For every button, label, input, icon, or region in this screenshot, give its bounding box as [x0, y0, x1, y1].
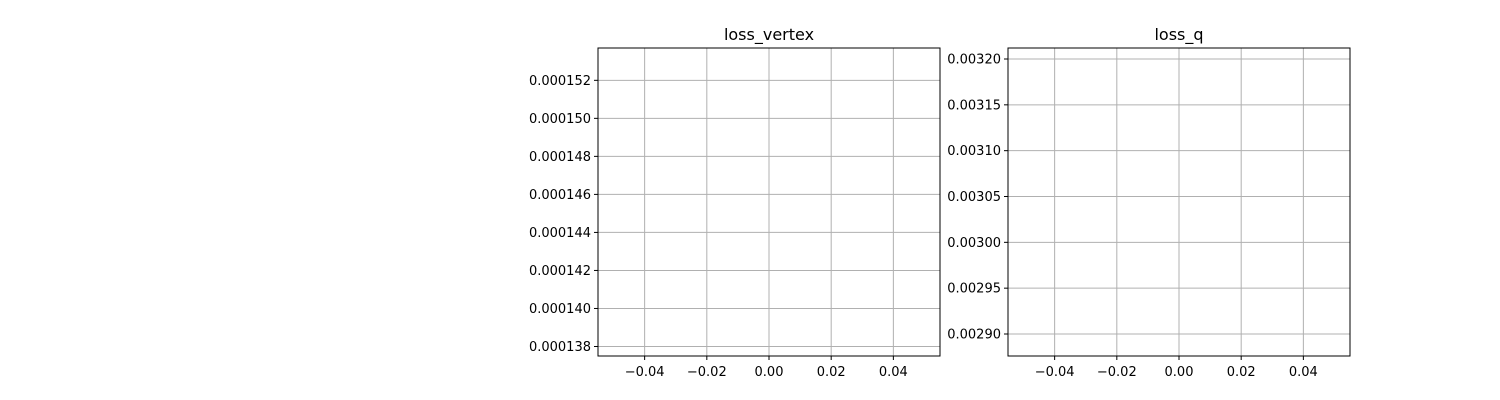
loss-vertex-x-tick-label-3: 0.02 [817, 365, 846, 380]
loss-vertex-y-tick-label-6: 0.000150 [529, 112, 591, 127]
loss-q-y-tick-label-5: 0.00315 [947, 98, 1001, 113]
loss-vertex-y-tick-label-7: 0.000152 [529, 74, 591, 89]
loss-vertex-y-tick-label-2: 0.000142 [529, 264, 591, 279]
loss-vertex-y-tick-label-3: 0.000144 [529, 226, 591, 241]
loss-q-y-tick-label-4: 0.00310 [947, 144, 1001, 159]
loss-vertex-y-tick-label-4: 0.000146 [529, 188, 591, 203]
loss-q-x-tick-label-1: −0.02 [1097, 365, 1137, 380]
loss-q-y-tick-label-1: 0.00295 [947, 282, 1001, 297]
loss-q-title: loss_q [1154, 25, 1203, 45]
loss-vertex-x-tick-label-0: −0.04 [625, 365, 665, 380]
loss-q-y-tick-label-3: 0.00305 [947, 190, 1001, 205]
loss-vertex-title: loss_vertex [724, 25, 814, 45]
loss-q-x-tick-label-0: −0.04 [1035, 365, 1075, 380]
loss-q-x-tick-label-4: 0.04 [1289, 365, 1318, 380]
loss-vertex-y-tick-label-1: 0.000140 [529, 302, 591, 317]
loss-q-y-tick-label-2: 0.00300 [947, 236, 1001, 251]
loss-vertex-axes-frame [597, 47, 941, 357]
loss-vertex-y-tick-label-5: 0.000148 [529, 150, 591, 165]
loss-vertex-x-tick-label-2: 0.00 [755, 365, 784, 380]
loss-vertex-x-tick-label-1: −0.02 [687, 365, 727, 380]
loss-vertex-y-tick-label-0: 0.000138 [529, 340, 591, 355]
loss-q-x-tick-label-3: 0.02 [1227, 365, 1256, 380]
loss-q-x-tick-label-2: 0.00 [1165, 365, 1194, 380]
loss-vertex-x-tick-label-4: 0.04 [879, 365, 908, 380]
loss-q-panel: loss_q −0.04 −0.02 0.00 0.02 0.04 0.00290 0.00… [947, 25, 1351, 380]
loss-vertex-panel: loss_vertex −0.04 −0.02 0.00 0.02 0.04 0.0001… [529, 25, 941, 380]
loss-q-axes-frame [1007, 47, 1351, 357]
loss-q-y-tick-label-6: 0.00320 [947, 53, 1001, 68]
loss-q-y-tick-label-0: 0.00290 [947, 328, 1001, 343]
